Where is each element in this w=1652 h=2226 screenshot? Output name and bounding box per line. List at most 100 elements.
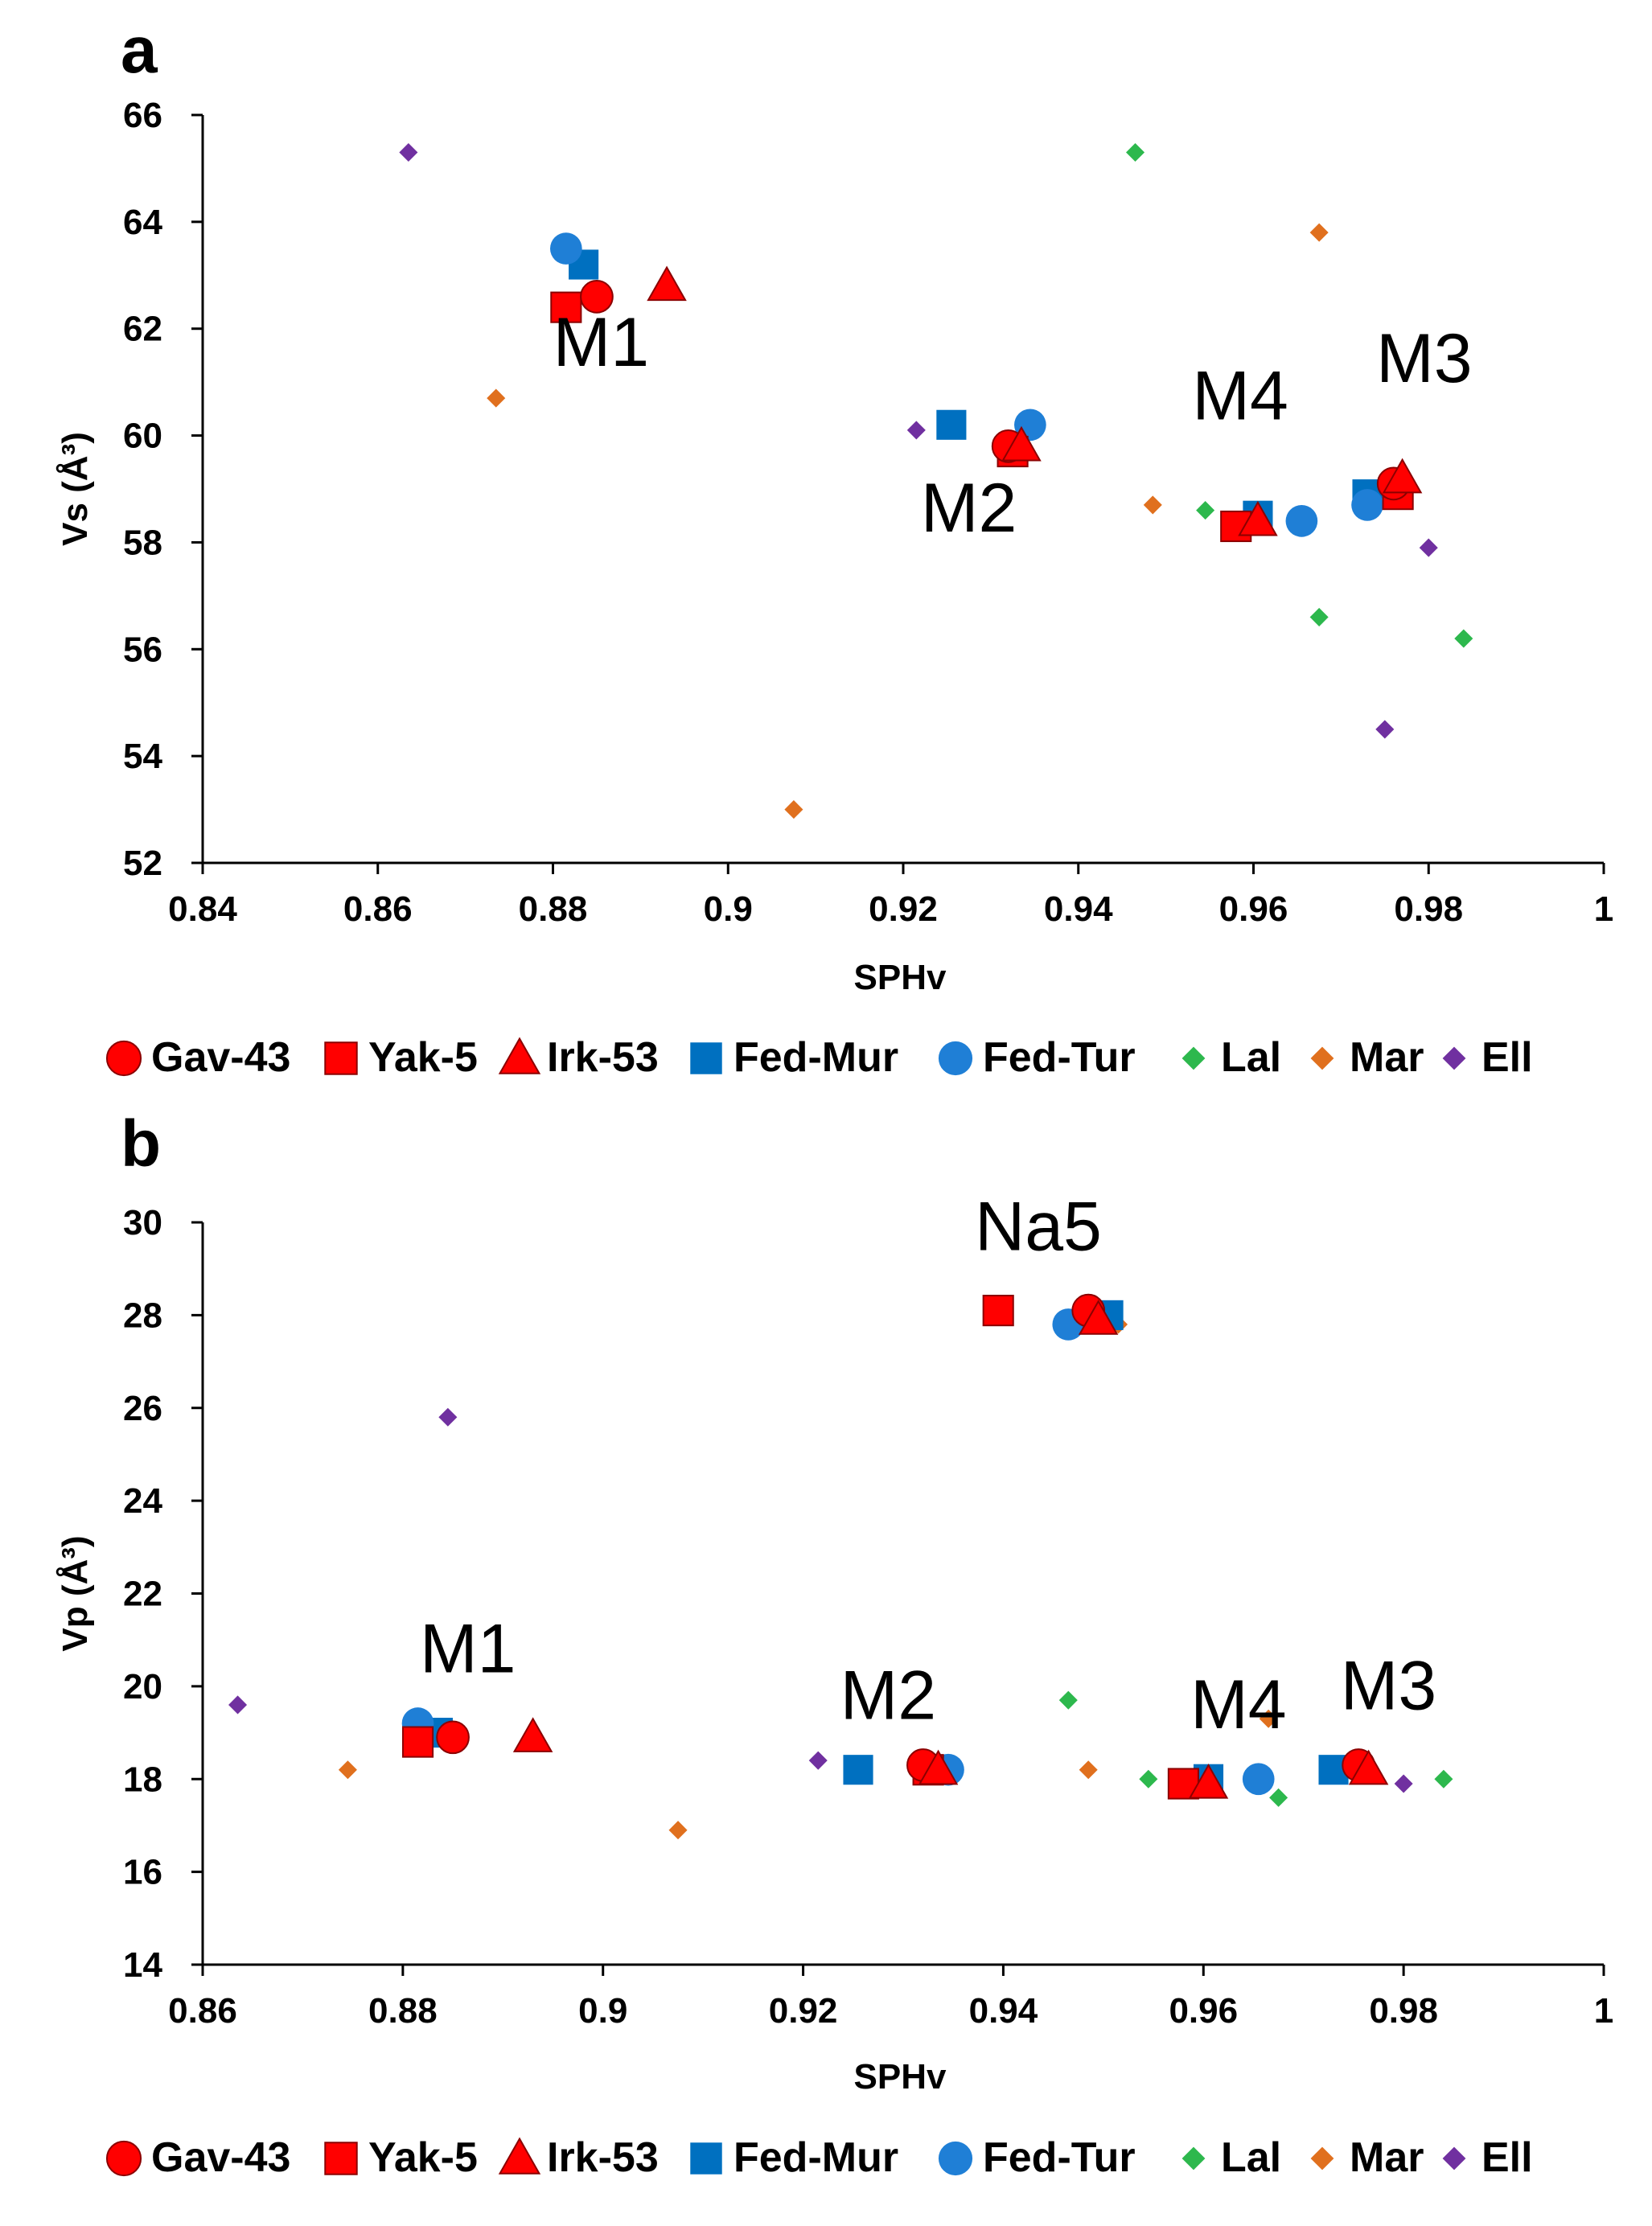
legend-marker-mar: [1310, 2146, 1334, 2171]
data-point-ell: [1394, 1774, 1413, 1793]
data-point-mar: [338, 1760, 357, 1780]
annotation-m3: M3: [1376, 320, 1472, 397]
legend-item-irk-53: Irk-53: [498, 2134, 659, 2181]
y-tick-label: 52: [123, 844, 162, 883]
series-gav-43: [436, 1293, 1375, 1782]
data-point-lal: [1139, 1769, 1158, 1789]
legend-item-gav-43: Gav-43: [105, 2134, 290, 2181]
x-tick-label: 0.96: [1169, 1991, 1238, 2031]
legend-item-fed-tur: Fed-Tur: [938, 2134, 1136, 2181]
data-point-ell: [808, 1751, 828, 1770]
y-tick-label: 24: [123, 1481, 162, 1521]
legend-label-irk-53: Irk-53: [547, 2134, 659, 2181]
data-point-ell: [1375, 720, 1395, 739]
x-tick-label: 0.88: [519, 889, 588, 929]
legend-marker-ell: [1442, 2146, 1466, 2171]
legend-label-lal: Lal: [1221, 2134, 1281, 2181]
annotation-na5: Na5: [975, 1189, 1102, 1266]
series-fed-tur: [549, 232, 1383, 537]
legend-marker-gav-43: [105, 1040, 142, 1077]
data-point-mar: [487, 388, 506, 408]
y-tick-label: 26: [123, 1389, 162, 1428]
data-point-fed-mur: [843, 1755, 873, 1785]
legend-item-lal: Lal: [1181, 2134, 1281, 2181]
data-point-yak-5: [401, 1726, 434, 1758]
y-tick-label: 54: [123, 737, 162, 776]
legend-label-yak-5: Yak-5: [368, 2134, 478, 2181]
legend-label-lal: Lal: [1221, 1034, 1281, 1081]
legend-marker-ell: [1442, 1046, 1466, 1070]
y-tick-label: 58: [123, 523, 162, 562]
data-point-lal: [1309, 607, 1329, 626]
data-point-ell: [399, 142, 418, 162]
legend-marker-mar: [1310, 1046, 1334, 1070]
data-point-yak-5: [982, 1295, 1014, 1327]
legend-label-mar: Mar: [1350, 1034, 1424, 1081]
x-tick-label: 0.86: [168, 1991, 237, 2031]
y-tick-label: 22: [123, 1575, 162, 1614]
legend-marker-gav-43: [105, 2140, 142, 2177]
x-tick-label: 0.88: [368, 1991, 438, 2031]
annotation-m1: M1: [553, 304, 649, 381]
annotation-m2: M2: [921, 470, 1017, 547]
data-point-lal: [1058, 1690, 1078, 1710]
legend-item-mar: Mar: [1310, 2134, 1424, 2181]
x-tick-label: 0.98: [1394, 889, 1463, 929]
legend-item-yak-5: Yak-5: [324, 2134, 478, 2181]
legend-label-fed-mur: Fed-Mur: [734, 1034, 898, 1081]
legend-marker-fed-tur: [938, 2141, 973, 2176]
series-irk-53: [647, 265, 1423, 536]
panel-a: a 52 54 56 58 60 62 64 66 0.84 0.86 0.88 0.9 0.92 0.94…: [55, 14, 1613, 1081]
legend-item-lal: Lal: [1181, 1034, 1281, 1081]
x-tick-label: 0.84: [168, 889, 237, 929]
data-point-irk-53: [1078, 1300, 1119, 1335]
data-point-irk-53: [918, 1749, 959, 1785]
data-point-mar: [1143, 495, 1162, 515]
x-axis-label: SPHv: [854, 2057, 947, 2097]
legend-item-ell: Ell: [1442, 1034, 1533, 1081]
legend-item-gav-43: Gav-43: [105, 1034, 290, 1081]
legend-item-fed-mur: Fed-Mur: [690, 2134, 898, 2181]
panel-label: b: [121, 1107, 161, 1181]
data-point-mar: [668, 1821, 688, 1840]
legend-marker-irk-53: [498, 2137, 541, 2175]
y-axis-label: Vp (Å³): [55, 1535, 95, 1651]
y-tick-label: 62: [123, 310, 162, 349]
legend-marker-yak-5: [324, 1041, 358, 1075]
legend-marker-fed-mur: [690, 1042, 722, 1074]
data-point-lal: [1434, 1769, 1453, 1789]
x-tick-label: 0.86: [343, 889, 413, 929]
y-tick-label: 64: [123, 203, 162, 242]
x-tick-label: 1: [1594, 889, 1613, 929]
legend-label-yak-5: Yak-5: [368, 1034, 478, 1081]
x-tick-label: 0.92: [769, 1991, 838, 2031]
legend-item-ell: Ell: [1442, 2134, 1533, 2181]
series-lal: [1058, 1690, 1453, 1807]
legend-label-fed-mur: Fed-Mur: [734, 2134, 898, 2181]
data-point-fed-tur: [549, 232, 582, 265]
data-point-irk-53: [512, 1717, 553, 1752]
legend-label-fed-tur: Fed-Tur: [983, 2134, 1136, 2181]
y-tick-label: 14: [123, 1945, 162, 1985]
x-tick-label: 0.96: [1219, 889, 1288, 929]
annotation-m4: M4: [1192, 358, 1288, 435]
data-point-lal: [1125, 142, 1145, 162]
legend-item-yak-5: Yak-5: [324, 1034, 478, 1081]
y-axis-label: Vs (Å³): [55, 432, 95, 546]
annotation-m4: M4: [1190, 1666, 1286, 1743]
data-point-fed-tur: [1242, 1763, 1275, 1796]
y-tick-label: 20: [123, 1667, 162, 1706]
data-point-irk-53: [1348, 1749, 1389, 1785]
series-ell: [399, 142, 1438, 739]
x-tick-label: 0.9: [704, 889, 753, 929]
x-axis-label: SPHv: [854, 958, 947, 997]
legend-label-gav-43: Gav-43: [151, 1034, 290, 1081]
data-point-fed-tur: [1285, 505, 1318, 537]
y-tick-label: 18: [123, 1760, 162, 1799]
legend-label-gav-43: Gav-43: [151, 2134, 290, 2181]
data-point-fed-tur: [1351, 489, 1383, 521]
data-point-gav-43: [436, 1720, 470, 1755]
data-point-lal: [1196, 501, 1215, 520]
series-lal: [1125, 142, 1473, 648]
